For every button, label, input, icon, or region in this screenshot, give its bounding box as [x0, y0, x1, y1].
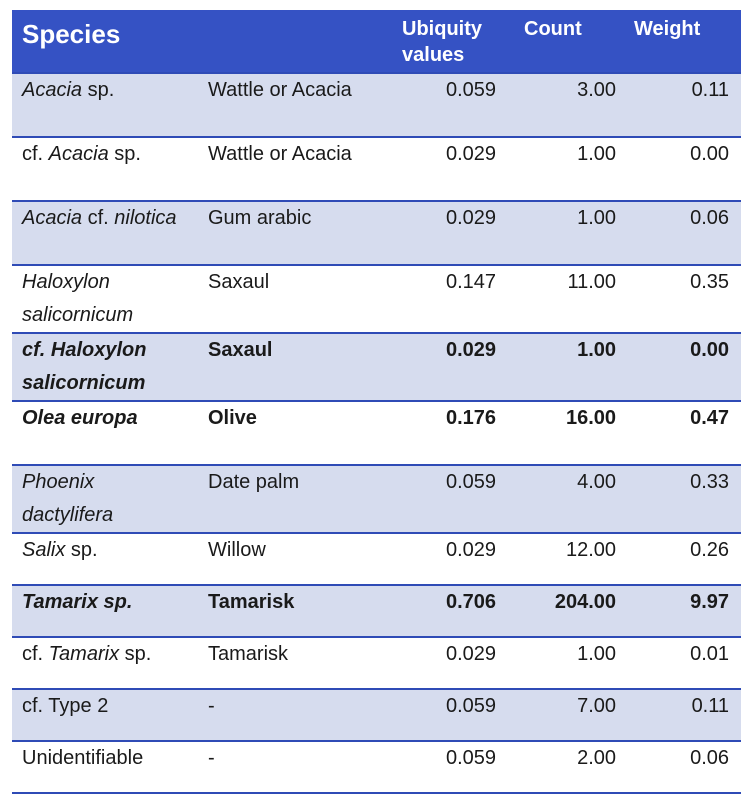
weight-cell: 0.00 — [690, 339, 730, 361]
species-name-part: Salix — [22, 539, 66, 561]
ubiquity-cell: 0.176 — [445, 407, 497, 429]
count-cell: 7.00 — [577, 695, 617, 717]
common-name-cell: Wattle or Acacia — [208, 79, 352, 101]
species-cell: Acacia sp. — [12, 73, 198, 137]
count-cell: 11.00 — [567, 271, 617, 293]
species-cell: cf. Haloxylon salicornicum — [12, 333, 198, 401]
weight-cell: 0.47 — [690, 407, 730, 429]
species-name-part: Acacia — [22, 207, 83, 229]
table-row: cf. Acacia sp. Wattle or Acacia 0.029 1.00 0… — [12, 137, 742, 201]
ubiquity-cell: 0.147 — [445, 271, 497, 293]
count-cell: 3.00 — [577, 79, 617, 101]
table-row: Acacia sp. Wattle or Acacia 0.059 3.00 0.11 — [12, 73, 742, 137]
species-name-part: Tamarix sp. — [22, 591, 133, 613]
count-cell: 1.00 — [577, 207, 617, 229]
species-name-part: cf. Type 2 — [22, 695, 109, 717]
table-row: Acacia cf. nilotica Gum arabic 0.029 1.00 0.… — [12, 201, 742, 265]
species-cell: Phoenix dactylifera — [12, 465, 198, 533]
species-cell: cf. Acacia sp. — [12, 137, 198, 201]
common-name-cell: Date palm — [208, 471, 300, 493]
ubiquity-cell: 0.029 — [445, 339, 497, 361]
weight-cell: 0.35 — [690, 271, 730, 293]
ubiquity-cell: 0.029 — [445, 143, 497, 165]
species-name-part: sp. — [108, 143, 141, 165]
table-row: Unidentifiable - 0.059 2.00 0.06 — [12, 741, 742, 793]
ubiquity-cell: 0.029 — [445, 643, 497, 665]
ubiquity-cell: 0.029 — [445, 207, 497, 229]
ubiquity-cell: 0.059 — [445, 695, 497, 717]
species-table: Species Ubiquity values Count Weight Aca… — [12, 10, 742, 794]
table-header-row: Species Ubiquity values Count Weight — [12, 10, 742, 73]
species-name-part: Phoenix dactylifera — [22, 471, 114, 526]
common-name-cell: Willow — [208, 539, 266, 561]
species-name-part: sp. — [119, 643, 152, 665]
species-name-part: cf. — [22, 643, 49, 665]
ubiquity-cell: 0.706 — [445, 591, 497, 613]
species-cell: Unidentifiable — [12, 741, 198, 793]
count-cell: 204.00 — [554, 591, 617, 613]
species-name-part: cf. — [82, 207, 115, 229]
species-name-part: nilotica — [114, 207, 177, 229]
weight-cell: 0.00 — [690, 143, 730, 165]
species-name-part: Acacia — [48, 143, 109, 165]
common-name-cell: Saxaul — [208, 339, 273, 361]
common-name-cell: Gum arabic — [208, 207, 312, 229]
header-ubiquity: Ubiquity values — [402, 18, 483, 66]
weight-cell: 0.06 — [690, 747, 730, 769]
count-cell: 1.00 — [577, 339, 617, 361]
count-cell: 1.00 — [577, 143, 617, 165]
species-cell: Tamarix sp. — [12, 585, 198, 637]
common-name-cell: Olive — [208, 407, 257, 429]
species-cell: Haloxylon salicornicum — [12, 265, 198, 333]
common-name-cell: Saxaul — [208, 271, 270, 293]
species-name-part: Acacia — [22, 79, 83, 101]
ubiquity-cell: 0.029 — [445, 539, 497, 561]
table-row: Tamarix sp. Tamarisk 0.706 204.00 9.97 — [12, 585, 742, 637]
count-cell: 4.00 — [577, 471, 617, 493]
header-weight: Weight — [634, 18, 701, 40]
weight-cell: 0.06 — [690, 207, 730, 229]
species-cell: Salix sp. — [12, 533, 198, 585]
ubiquity-cell: 0.059 — [445, 471, 497, 493]
table-row: cf. Tamarix sp. Tamarisk 0.029 1.00 0.01 — [12, 637, 742, 689]
species-cell: cf. Tamarix sp. — [12, 637, 198, 689]
weight-cell: 0.33 — [690, 471, 730, 493]
species-name-part: cf. — [22, 143, 49, 165]
common-name-cell: - — [208, 695, 215, 717]
count-cell: 16.00 — [565, 407, 617, 429]
species-name-part: Tamarix — [48, 643, 120, 665]
species-name-part: Unidentifiable — [22, 747, 144, 769]
weight-cell: 9.97 — [690, 591, 730, 613]
table-row: Phoenix dactylifera Date palm 0.059 4.00 0.3… — [12, 465, 742, 533]
common-name-cell: Tamarisk — [208, 591, 295, 613]
count-cell: 12.00 — [565, 539, 617, 561]
species-cell: Olea europa — [12, 401, 198, 465]
common-name-cell: - — [208, 747, 215, 769]
table-row: cf. Haloxylon salicornicum Saxaul 0.029 1.0… — [12, 333, 742, 401]
weight-cell: 0.11 — [691, 79, 730, 101]
weight-cell: 0.26 — [690, 539, 730, 561]
species-name-part: Olea europa — [22, 407, 138, 429]
common-name-cell: Tamarisk — [208, 643, 289, 665]
species-name-part: Haloxylon salicornicum — [22, 271, 134, 326]
species-cell: Acacia cf. nilotica — [12, 201, 198, 265]
count-cell: 1.00 — [577, 643, 617, 665]
table-row: cf. Type 2 - 0.059 7.00 0.11 — [12, 689, 742, 741]
species-name-part: sp. — [82, 79, 115, 101]
header-count: Count — [524, 18, 582, 40]
weight-cell: 0.01 — [690, 643, 730, 665]
table-row: Salix sp. Willow 0.029 12.00 0.26 — [12, 533, 742, 585]
species-name-part: cf. Haloxylon salicornicum — [22, 339, 147, 394]
common-name-cell: Wattle or Acacia — [208, 143, 352, 165]
table-row: Haloxylon salicornicum Saxaul 0.147 11.00 0.… — [12, 265, 742, 333]
ubiquity-cell: 0.059 — [445, 747, 497, 769]
weight-cell: 0.11 — [691, 695, 730, 717]
header-species: Species — [22, 19, 121, 49]
species-cell: cf. Type 2 — [12, 689, 198, 741]
species-name-part: sp. — [65, 539, 98, 561]
count-cell: 2.00 — [577, 747, 617, 769]
ubiquity-cell: 0.059 — [445, 79, 497, 101]
table-row: Olea europa Olive 0.176 16.00 0.47 — [12, 401, 742, 465]
